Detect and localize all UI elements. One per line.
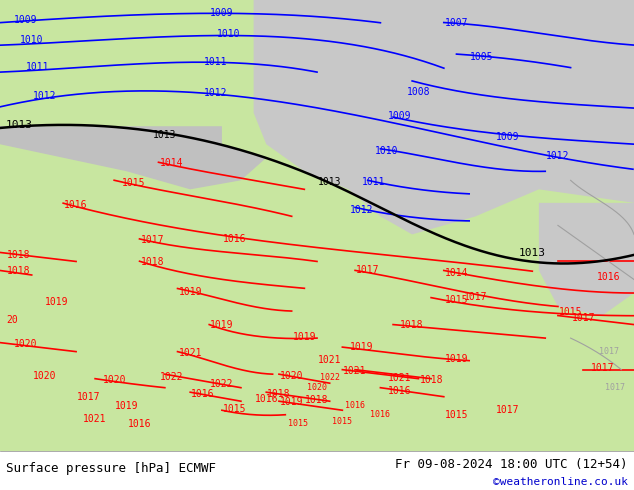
Text: 1021: 1021: [387, 373, 411, 383]
Text: Fr 09-08-2024 18:00 UTC (12+54): Fr 09-08-2024 18:00 UTC (12+54): [395, 458, 628, 471]
Text: 1019: 1019: [115, 401, 139, 411]
Text: 1018: 1018: [400, 320, 424, 330]
Text: 1017: 1017: [590, 363, 614, 373]
Text: 1016: 1016: [127, 419, 152, 429]
Text: 1019: 1019: [292, 332, 316, 342]
Text: 1020: 1020: [32, 371, 56, 381]
Text: 20: 20: [7, 315, 18, 325]
Text: 1021: 1021: [178, 347, 202, 358]
Text: 1008: 1008: [406, 87, 430, 98]
Text: 1009: 1009: [210, 8, 234, 18]
Text: 1016: 1016: [191, 390, 215, 399]
Text: 1022: 1022: [210, 379, 234, 389]
Text: 1009: 1009: [387, 111, 411, 122]
Text: 1020: 1020: [13, 340, 37, 349]
Text: 1016: 1016: [387, 386, 411, 396]
Text: 1019: 1019: [280, 397, 304, 407]
Text: 1017: 1017: [77, 392, 101, 402]
Text: 1020: 1020: [307, 383, 327, 392]
Text: ©weatheronline.co.uk: ©weatheronline.co.uk: [493, 477, 628, 487]
Text: 1022: 1022: [320, 373, 340, 382]
Text: 1019: 1019: [178, 287, 202, 297]
Text: 1017: 1017: [463, 292, 488, 302]
Text: 1016: 1016: [345, 401, 365, 410]
Text: 1012: 1012: [32, 92, 56, 101]
Text: 1005: 1005: [470, 52, 494, 62]
Text: 1017: 1017: [605, 383, 625, 392]
Text: 1018: 1018: [7, 250, 31, 260]
Text: 1018: 1018: [7, 267, 31, 276]
Text: 1010: 1010: [216, 29, 240, 39]
Text: 1019: 1019: [210, 320, 234, 330]
Text: 1016: 1016: [223, 234, 247, 244]
Text: 1017: 1017: [140, 235, 164, 245]
Text: 1022: 1022: [159, 372, 183, 382]
Text: 1014: 1014: [159, 158, 183, 168]
Text: 1018: 1018: [305, 395, 329, 405]
Text: 1016: 1016: [254, 394, 278, 404]
Text: 1011: 1011: [204, 57, 228, 67]
Text: 1013: 1013: [153, 130, 177, 140]
Text: 1012: 1012: [546, 150, 570, 161]
Text: 1015: 1015: [444, 295, 469, 305]
Text: 1010: 1010: [375, 147, 399, 156]
Text: 1016: 1016: [370, 410, 391, 419]
Text: 1012: 1012: [204, 88, 228, 98]
Text: 1016: 1016: [64, 200, 88, 210]
Polygon shape: [349, 0, 444, 113]
Text: 1014: 1014: [444, 268, 469, 278]
Text: 1011: 1011: [26, 62, 50, 72]
Text: 1015: 1015: [444, 410, 469, 420]
Text: 1021: 1021: [343, 366, 367, 375]
Text: 1009: 1009: [13, 15, 37, 25]
Text: Surface pressure [hPa] ECMWF: Surface pressure [hPa] ECMWF: [6, 462, 216, 475]
Text: 1015: 1015: [121, 178, 145, 188]
Text: 1018: 1018: [419, 374, 443, 385]
Text: 1015: 1015: [288, 419, 308, 428]
Text: 1018: 1018: [267, 389, 291, 398]
Text: 1013: 1013: [318, 177, 342, 187]
Text: 1007: 1007: [444, 19, 469, 28]
Text: 1015: 1015: [332, 417, 353, 426]
Text: 1017: 1017: [598, 347, 619, 356]
Text: 1013: 1013: [519, 248, 546, 258]
Text: 1010: 1010: [20, 35, 44, 45]
Text: 1016: 1016: [597, 272, 621, 282]
Text: 1017: 1017: [571, 313, 595, 323]
Text: 1020: 1020: [102, 374, 126, 385]
Text: 1019: 1019: [444, 354, 469, 364]
Text: 1012: 1012: [349, 205, 373, 215]
Text: 1015: 1015: [559, 307, 583, 318]
Text: 1017: 1017: [495, 405, 519, 415]
Text: 1009: 1009: [495, 132, 519, 143]
Text: 1021: 1021: [318, 355, 342, 365]
Text: 1020: 1020: [280, 370, 304, 381]
Text: 1018: 1018: [140, 257, 164, 268]
Text: 1019: 1019: [349, 342, 373, 352]
Polygon shape: [254, 0, 634, 234]
Polygon shape: [0, 126, 266, 189]
Text: 1015: 1015: [223, 404, 247, 414]
Text: 1013: 1013: [6, 120, 32, 130]
Text: 1011: 1011: [362, 177, 386, 187]
Text: 1021: 1021: [83, 414, 107, 424]
Text: 1017: 1017: [356, 266, 380, 275]
Text: 1019: 1019: [45, 297, 69, 307]
Polygon shape: [539, 203, 634, 316]
